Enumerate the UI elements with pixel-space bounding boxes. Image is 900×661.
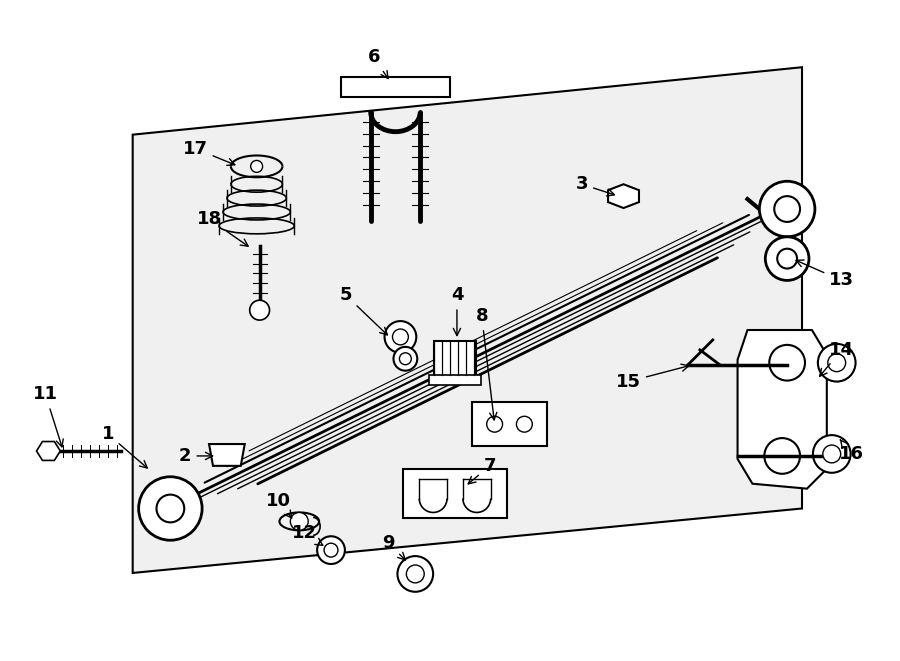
Circle shape <box>398 556 433 592</box>
Text: 3: 3 <box>576 175 615 196</box>
Text: 13: 13 <box>796 260 854 290</box>
Bar <box>429 375 481 385</box>
Circle shape <box>760 181 815 237</box>
Circle shape <box>139 477 202 540</box>
Circle shape <box>157 494 184 522</box>
Circle shape <box>813 435 850 473</box>
Text: 4: 4 <box>451 286 464 336</box>
Circle shape <box>324 543 338 557</box>
Text: 14: 14 <box>820 341 854 376</box>
Text: 7: 7 <box>468 457 496 484</box>
Circle shape <box>765 237 809 280</box>
Text: 12: 12 <box>292 524 323 545</box>
Circle shape <box>764 438 800 474</box>
Polygon shape <box>608 184 639 208</box>
Circle shape <box>251 161 263 173</box>
Polygon shape <box>738 330 827 488</box>
Text: 2: 2 <box>179 447 212 465</box>
Polygon shape <box>132 67 802 573</box>
Circle shape <box>407 565 424 583</box>
Circle shape <box>818 344 856 381</box>
Circle shape <box>400 353 411 365</box>
Text: 11: 11 <box>33 385 63 447</box>
Circle shape <box>317 536 345 564</box>
Text: 9: 9 <box>382 534 405 560</box>
Text: 16: 16 <box>839 440 864 463</box>
Text: 15: 15 <box>616 364 688 391</box>
Text: 10: 10 <box>266 492 292 518</box>
Polygon shape <box>341 77 450 97</box>
Circle shape <box>828 354 846 371</box>
Text: 18: 18 <box>196 210 248 246</box>
Circle shape <box>487 416 502 432</box>
Text: 17: 17 <box>183 139 235 165</box>
Text: 5: 5 <box>339 286 387 335</box>
Circle shape <box>823 445 841 463</box>
Circle shape <box>517 416 532 432</box>
Circle shape <box>393 347 418 371</box>
Circle shape <box>778 249 797 268</box>
Bar <box>403 469 507 518</box>
Polygon shape <box>209 444 245 466</box>
Text: 6: 6 <box>367 48 388 79</box>
Circle shape <box>774 196 800 222</box>
Text: 1: 1 <box>102 425 148 468</box>
Circle shape <box>291 512 308 530</box>
Circle shape <box>770 345 805 381</box>
Circle shape <box>384 321 417 353</box>
Circle shape <box>249 300 269 320</box>
Circle shape <box>392 329 409 345</box>
Text: 8: 8 <box>475 307 497 420</box>
Bar <box>472 403 547 446</box>
Polygon shape <box>37 442 60 461</box>
Bar <box>434 341 476 375</box>
